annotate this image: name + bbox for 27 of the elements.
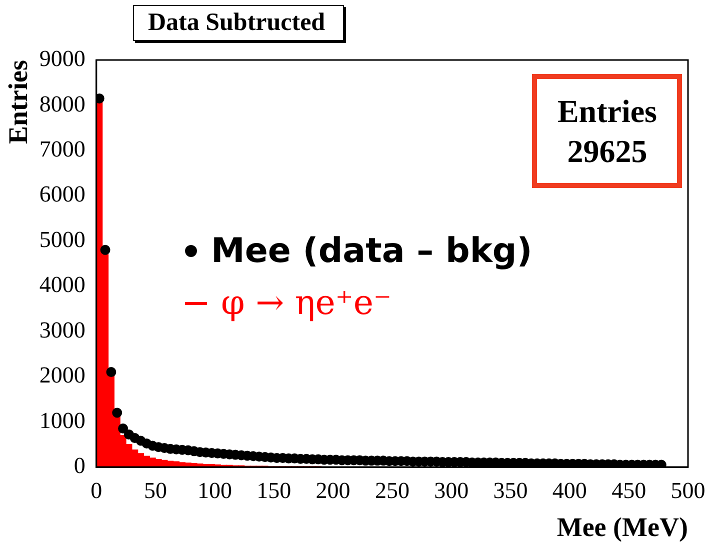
x-tick-label: 300	[434, 478, 469, 503]
x-tick-label: 400	[552, 478, 587, 503]
x-tick-label: 0	[90, 478, 102, 503]
x-tick-label: 500	[670, 478, 706, 503]
x-tick-label: 200	[316, 478, 350, 503]
x-tick-label: 100	[197, 478, 232, 503]
x-tick-label: 450	[612, 478, 646, 503]
x-tick-label: 350	[493, 478, 528, 503]
y-tick-label: 1000	[39, 408, 86, 433]
y-tick-label: 3000	[39, 317, 86, 342]
y-tick-label: 9000	[39, 46, 86, 72]
y-tick-label: 7000	[39, 136, 86, 162]
y-tick-label: 8000	[39, 91, 86, 116]
x-tick-label: 250	[374, 478, 410, 503]
annotation: Entries 29625	[532, 74, 682, 188]
y-tick-label: 2000	[39, 362, 86, 388]
legend-label: Mee (data – bkg)	[211, 231, 532, 271]
chart-title: Data Subtructed	[133, 5, 344, 41]
y-tick-label: 5000	[39, 226, 86, 252]
legend-label: φ → ηe⁺e⁻	[221, 283, 392, 323]
y-tick-label: 0	[74, 453, 86, 478]
x-axis-title: Mee (MeV)	[556, 512, 688, 542]
x-tick-label: 150	[256, 478, 292, 503]
y-tick-label: 6000	[39, 182, 86, 207]
y-axis-title: Entries	[3, 60, 34, 144]
x-tick-label: 50	[144, 478, 168, 503]
y-tick-label: 4000	[39, 272, 86, 298]
